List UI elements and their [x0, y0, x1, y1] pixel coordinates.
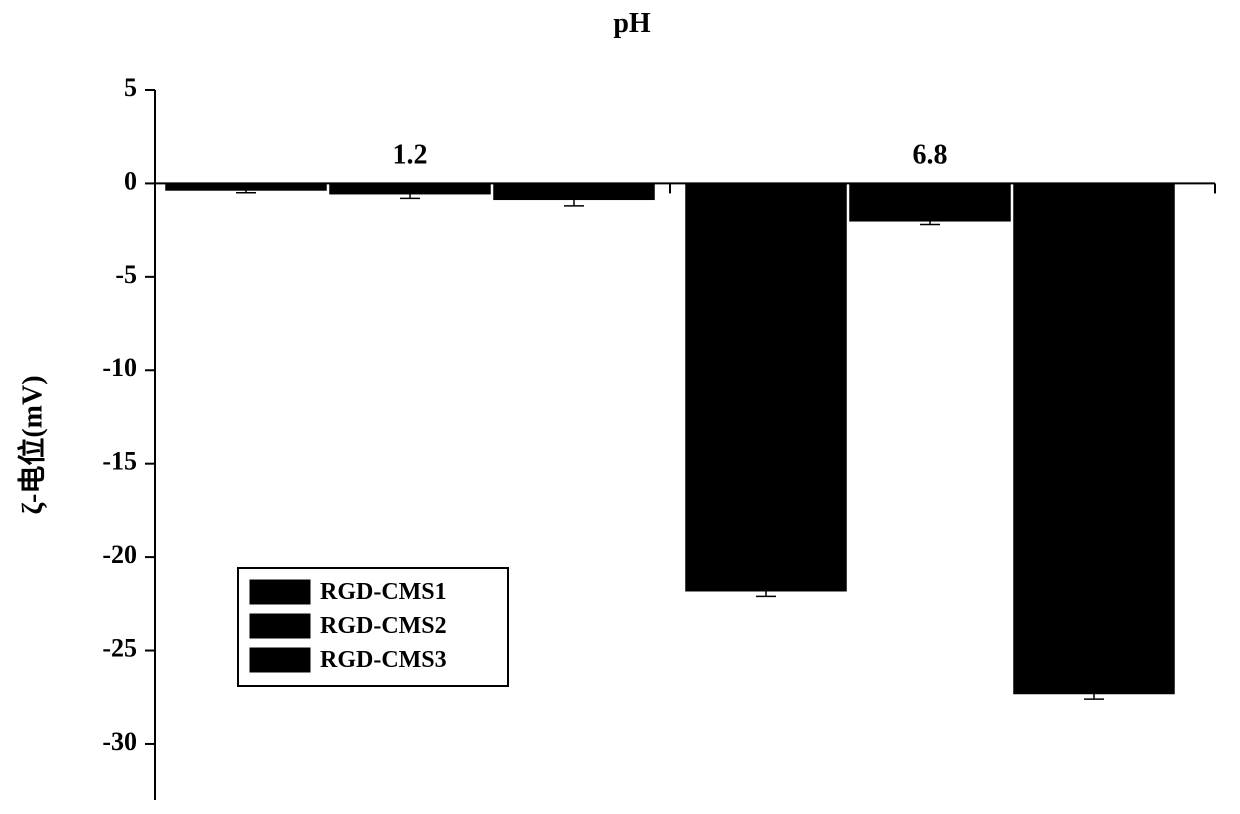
y-tick-label: -15: [102, 447, 137, 476]
legend-label: RGD-CMS3: [320, 647, 447, 673]
zeta-potential-chart: 5 0 -5 -10 -15 -20 -25 -30 ζ-电位(mV) pH 1.2 6.8 RGD…: [0, 0, 1240, 814]
y-axis-label: ζ-电位(mV): [15, 375, 48, 514]
legend-label: RGD-CMS2: [320, 613, 447, 639]
y-tick-label: -10: [102, 353, 137, 382]
legend-swatch: [250, 614, 310, 638]
chart-svg: 5 0 -5 -10 -15 -20 -25 -30 ζ-电位(mV) pH 1.2 6.8 RGD…: [0, 0, 1240, 814]
legend-swatch: [250, 648, 310, 672]
bar: [1014, 183, 1174, 693]
legend-label: RGD-CMS1: [320, 579, 447, 605]
y-tick-label: 5: [124, 73, 137, 102]
bar: [686, 183, 846, 590]
bar: [850, 183, 1010, 220]
y-tick-label: -30: [102, 727, 137, 756]
group-label: 6.8: [913, 139, 948, 170]
y-tick-label: -25: [102, 633, 137, 662]
legend-swatch: [250, 580, 310, 604]
y-tick-label: 0: [124, 166, 137, 195]
chart-title: pH: [613, 8, 651, 39]
group-label: 1.2: [393, 139, 428, 170]
y-tick-label: -5: [115, 260, 137, 289]
y-tick-label: -20: [102, 540, 137, 569]
